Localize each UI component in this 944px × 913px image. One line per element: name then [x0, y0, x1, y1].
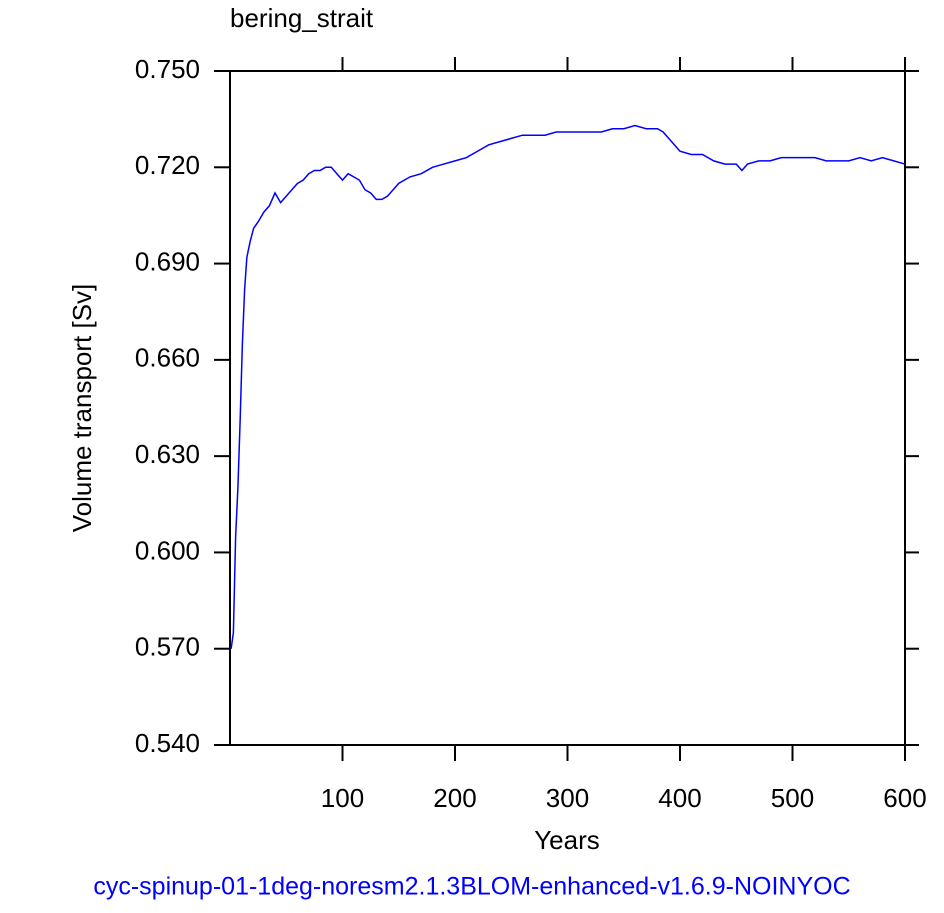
y-tick-label: 0.540 — [135, 728, 200, 758]
y-tick-label: 0.630 — [135, 439, 200, 469]
x-tick-label: 100 — [321, 783, 364, 813]
y-tick-label: 0.600 — [135, 535, 200, 565]
data-line — [230, 124, 906, 649]
y-tick-label: 0.660 — [135, 343, 200, 373]
x-axis-label: Years — [534, 825, 600, 855]
y-tick-label: 0.690 — [135, 246, 200, 276]
x-tick-label: 400 — [658, 783, 701, 813]
chart-title: bering_strait — [230, 3, 374, 33]
y-tick-label: 0.570 — [135, 632, 200, 662]
y-axis-label: Volume transport [Sv] — [67, 284, 97, 533]
y-tick-label: 0.720 — [135, 150, 200, 180]
plot-frame — [229, 70, 906, 746]
x-tick-label: 200 — [433, 783, 476, 813]
y-tick-label: 0.750 — [135, 54, 200, 84]
x-tick-label: 600 — [883, 783, 926, 813]
footnote: cyc-spinup-01-1deg-noresm2.1.3BLOM-enhan… — [93, 873, 850, 901]
x-tick-label: 500 — [771, 783, 814, 813]
x-tick-label: 300 — [546, 783, 589, 813]
